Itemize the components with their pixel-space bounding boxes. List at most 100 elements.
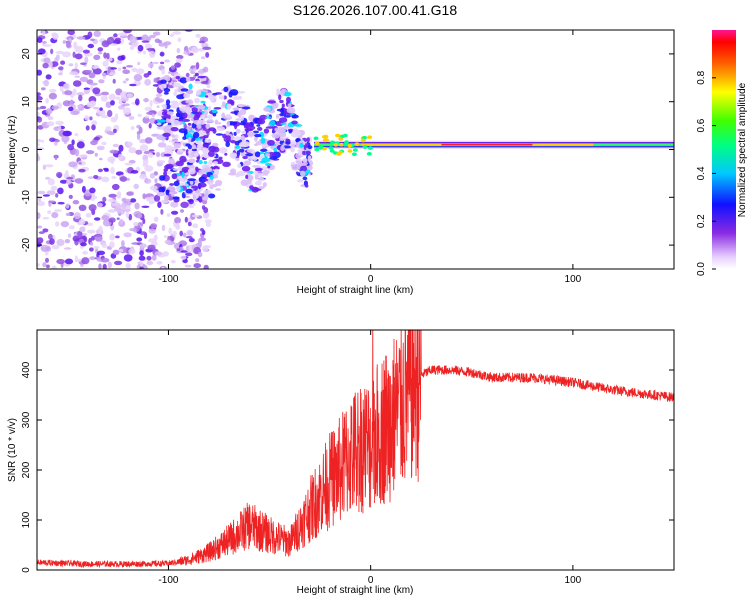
- spectral-blob: [154, 251, 163, 256]
- spectral-blob: [73, 212, 81, 220]
- spectral-blob: [169, 104, 176, 108]
- spectral-blob: [118, 32, 128, 37]
- spectral-blob: [165, 189, 170, 196]
- spectral-blob: [156, 261, 163, 265]
- spectral-blob: [131, 67, 138, 73]
- spectral-blob: [85, 212, 92, 218]
- spectral-blob: [123, 254, 133, 262]
- spectral-blob: [222, 161, 231, 167]
- spectral-blob: [125, 78, 129, 81]
- spectral-blob: [211, 109, 218, 114]
- spectral-blob: [302, 161, 308, 166]
- spectral-blob: [290, 140, 297, 147]
- spectral-blob: [185, 188, 193, 194]
- spectral-blob: [292, 128, 299, 133]
- spectral-blob: [37, 138, 42, 143]
- spectral-blob: [78, 218, 86, 226]
- spectral-blob: [159, 175, 166, 181]
- spectral-blob: [86, 150, 95, 155]
- spectral-blob: [176, 55, 184, 60]
- spectral-blob: [183, 130, 188, 135]
- spectral-blob: [161, 111, 166, 116]
- spectral-blob: [208, 193, 216, 199]
- spectral-blob: [142, 98, 150, 102]
- spectral-blob: [83, 87, 91, 90]
- spectral-blob: [93, 106, 100, 110]
- spectral-blob: [225, 130, 230, 135]
- spectral-blob: [37, 48, 46, 55]
- spectral-blob: [42, 228, 49, 233]
- spectral-blob: [65, 170, 69, 176]
- spectral-blob: [235, 129, 241, 134]
- spectral-blob: [63, 247, 72, 250]
- spectral-blob: [198, 40, 205, 44]
- spectral-blob: [60, 60, 66, 65]
- spectral-blob: [195, 111, 203, 116]
- spectral-blob: [133, 183, 139, 190]
- spectral-blob: [254, 151, 261, 158]
- spectral-blob: [177, 37, 182, 42]
- spectral-blob: [91, 235, 95, 241]
- spectral-blob: [69, 71, 78, 76]
- spectral-blob: [37, 237, 44, 244]
- spectral-blob: [212, 113, 217, 117]
- spectral-blob: [74, 53, 83, 60]
- spectral-blob: [322, 135, 327, 139]
- spectral-blob: [76, 141, 85, 149]
- spectral-blob: [100, 257, 110, 263]
- spectral-blob: [368, 146, 373, 150]
- spectral-blob: [47, 178, 55, 186]
- spectral-blob: [45, 108, 53, 115]
- spectral-blob: [107, 66, 111, 74]
- spectral-blob: [157, 98, 165, 103]
- spectral-blob: [67, 30, 75, 36]
- spectral-blob: [188, 205, 195, 209]
- spectral-blob: [183, 123, 187, 130]
- spectral-blob: [70, 110, 80, 115]
- spectral-blob: [56, 258, 65, 265]
- spectral-blob: [170, 65, 176, 70]
- spectral-blob: [101, 91, 109, 96]
- spectral-blob: [235, 157, 240, 161]
- spectral-blob: [107, 156, 116, 163]
- spectral-blob: [141, 40, 150, 43]
- spectral-blob: [305, 150, 312, 155]
- spectral-blob: [156, 105, 160, 109]
- spectral-blob: [164, 239, 172, 245]
- spectral-blob: [151, 113, 155, 118]
- spectral-blob: [198, 159, 203, 165]
- spectral-blob: [174, 62, 182, 68]
- spectral-blob: [197, 240, 202, 247]
- spectral-blob: [157, 142, 167, 148]
- spectral-blob: [89, 256, 96, 261]
- spectral-blob: [164, 194, 169, 202]
- spectral-blob: [142, 116, 150, 124]
- spectral-blob: [180, 255, 187, 260]
- spectral-blob: [273, 147, 278, 153]
- spectral-blob: [184, 107, 192, 113]
- spectral-blob: [72, 235, 80, 242]
- spectral-blob: [191, 122, 197, 129]
- spectral-blob: [195, 33, 201, 38]
- spectral-blob: [96, 202, 103, 208]
- y-tick-label: 10: [21, 96, 32, 108]
- spectral-blob: [275, 113, 280, 119]
- spectral-blob: [154, 178, 158, 184]
- spectral-blob: [45, 257, 49, 263]
- spectral-blob: [160, 61, 165, 65]
- spectral-blob: [211, 146, 220, 153]
- spectral-blob: [194, 72, 199, 77]
- spectral-blob: [72, 200, 80, 205]
- spectral-blob: [191, 107, 198, 113]
- spectral-blob: [87, 229, 96, 234]
- spectral-blob: [156, 192, 166, 197]
- spectral-blob: [171, 138, 179, 142]
- spectral-blob: [180, 88, 189, 92]
- spectral-blob: [175, 185, 181, 192]
- spectral-blob: [187, 178, 197, 182]
- spectral-blob: [160, 208, 164, 215]
- spectral-blob: [167, 114, 171, 120]
- spectral-blob: [126, 141, 133, 147]
- spectral-blob: [47, 210, 52, 215]
- spectral-blob: [242, 155, 249, 160]
